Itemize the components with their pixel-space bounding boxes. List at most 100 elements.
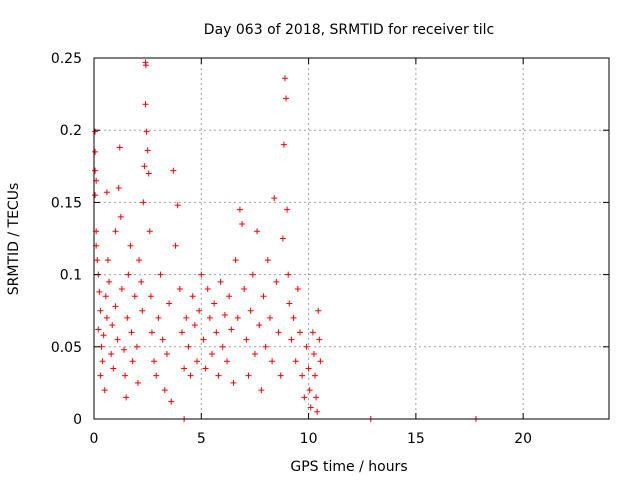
data-point (112, 303, 119, 310)
data-point (122, 372, 129, 379)
data-point (110, 365, 117, 372)
data-point (234, 314, 241, 321)
data-point (230, 379, 237, 386)
data-point (279, 235, 286, 242)
data-point (117, 213, 124, 220)
data-point (183, 314, 190, 321)
data-point (97, 307, 104, 314)
data-point (140, 199, 147, 206)
data-point (269, 358, 276, 365)
data-point (92, 128, 99, 135)
data-point (187, 372, 194, 379)
data-point (281, 75, 288, 82)
data-point (114, 336, 121, 343)
data-point (277, 372, 284, 379)
data-point (251, 351, 258, 358)
data-point (211, 300, 218, 307)
data-point (254, 228, 261, 235)
data-point (256, 322, 263, 329)
data-point (271, 195, 278, 202)
data-point (309, 329, 316, 336)
data-point (172, 242, 179, 249)
data-point (236, 206, 243, 213)
data-point (109, 322, 116, 329)
data-point (131, 293, 138, 300)
data-point (161, 387, 168, 394)
data-point (133, 343, 140, 350)
y-tick-label: 0.2 (60, 123, 82, 139)
data-point (310, 351, 317, 358)
data-point (243, 336, 250, 343)
data-point (174, 202, 181, 209)
data-point (290, 314, 297, 321)
data-point (206, 314, 213, 321)
data-point (106, 278, 113, 285)
data-points (92, 59, 479, 422)
x-tick-label: 10 (300, 431, 318, 447)
data-point (284, 206, 291, 213)
y-tick-label: 0 (73, 412, 82, 428)
data-point (316, 336, 323, 343)
data-point (147, 293, 154, 300)
data-point (138, 278, 145, 285)
data-point (176, 286, 183, 293)
data-point (280, 141, 287, 148)
y-axis-title: SRMTID / TECUs (6, 183, 22, 296)
data-point (159, 336, 166, 343)
data-point (108, 351, 115, 358)
data-point (103, 189, 110, 196)
data-point (209, 351, 216, 358)
data-point (301, 394, 308, 401)
grid-lines (94, 58, 609, 419)
data-point (266, 314, 273, 321)
data-point (239, 221, 246, 228)
data-point (213, 329, 220, 336)
data-point (215, 372, 222, 379)
x-axis-title: GPS time / hours (290, 459, 407, 475)
data-point (202, 365, 209, 372)
data-point (297, 329, 303, 336)
data-point (123, 394, 130, 401)
data-point (101, 387, 108, 394)
data-point (157, 271, 164, 278)
data-point (294, 286, 301, 293)
data-point (228, 326, 235, 333)
data-point (198, 271, 205, 278)
data-point (139, 307, 146, 314)
data-point (286, 300, 293, 307)
data-point (258, 387, 265, 394)
data-point (170, 167, 177, 174)
data-point (264, 257, 271, 264)
data-point (196, 307, 203, 314)
data-point (305, 365, 312, 372)
data-point (275, 329, 282, 336)
data-point (144, 147, 151, 154)
data-point (181, 365, 188, 372)
data-point (129, 358, 136, 365)
data-point (118, 286, 125, 293)
data-point (224, 358, 231, 365)
data-point (221, 312, 228, 319)
data-point (285, 271, 292, 278)
data-point (92, 167, 99, 174)
data-point (100, 332, 107, 339)
data-point (200, 336, 207, 343)
data-point (128, 329, 135, 336)
data-point (260, 293, 267, 300)
data-point (121, 346, 128, 353)
data-point (312, 372, 319, 379)
data-point (142, 101, 149, 108)
data-point (191, 322, 198, 329)
data-point (99, 358, 106, 365)
data-point (127, 242, 134, 249)
x-tick-label: 20 (514, 431, 532, 447)
axis-ticks: 0 5 10 15 20 0 0.05 0.1 0.15 0.2 0.25 (51, 51, 609, 447)
data-point (245, 372, 252, 379)
data-point (185, 343, 192, 350)
data-point (115, 184, 122, 191)
data-point (262, 343, 269, 350)
data-point (313, 394, 320, 401)
data-point (134, 379, 141, 386)
data-point (92, 192, 99, 199)
y-tick-label: 0.25 (51, 51, 82, 67)
